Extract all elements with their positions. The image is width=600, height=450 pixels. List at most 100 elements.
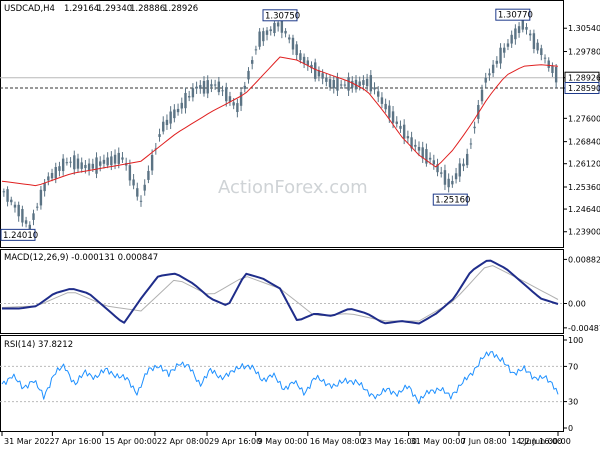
- rsi-title: RSI(14) 37.8212: [4, 340, 73, 350]
- time-tick-label: 14 Jun 16:00: [511, 437, 562, 446]
- candle-body: [239, 92, 243, 106]
- candle-body: [288, 37, 291, 40]
- candle-body: [210, 84, 213, 87]
- time-tick-label: 22 Jun 00:00: [520, 437, 571, 446]
- symbol-label: USDCAD,H4: [4, 4, 55, 14]
- candle-body: [173, 109, 176, 119]
- candle-body: [121, 157, 124, 160]
- candle-body: [451, 180, 454, 185]
- candle-body: [225, 87, 228, 102]
- candle-body: [432, 160, 436, 165]
- candle-body: [421, 147, 424, 159]
- price-tick-label: 1.28590: [568, 84, 600, 93]
- time-tick-label: 31 May 00:00: [411, 437, 466, 446]
- candle-body: [280, 18, 284, 33]
- candle-body: [10, 199, 13, 203]
- candle-body: [17, 204, 20, 217]
- candle-body: [369, 75, 373, 92]
- candle-body: [76, 158, 80, 169]
- time-tick-label: 16 May 08:00: [310, 437, 365, 446]
- time-axis: 31 Mar 2022 7 Apr 16:00 15 Apr 00:00 22 Apr…: [1, 432, 571, 446]
- candle-body: [391, 111, 395, 123]
- price-tick-label: 1.23900: [568, 228, 600, 237]
- price-tick-label: 1.28926: [568, 74, 600, 83]
- candle-body: [488, 73, 491, 76]
- candle-body: [351, 80, 354, 88]
- candle-body: [410, 137, 413, 149]
- candle-body: [43, 183, 46, 192]
- candle-body: [332, 79, 335, 89]
- candle-body: [506, 43, 510, 47]
- candle-body: [428, 157, 432, 160]
- macd-panel: MACD(12,26,9) -0.000131 0.000847 0.00882…: [0, 249, 600, 334]
- candle-body: [206, 80, 209, 94]
- rsi-panel: RSI(14) 37.8212 100 70 30 0: [0, 335, 583, 433]
- candle-body: [213, 84, 217, 86]
- candle-body: [36, 206, 39, 208]
- watermark: ActionForex.com: [218, 177, 368, 198]
- candle-body: [328, 79, 332, 88]
- price-annotation-label: 1.24010: [3, 231, 38, 241]
- candle-body: [532, 33, 536, 49]
- candle-body: [228, 96, 232, 102]
- candle-body: [21, 209, 24, 223]
- ohlc-open: 1.29164: [64, 4, 99, 14]
- candle-body: [54, 167, 57, 179]
- candle-body: [417, 146, 421, 151]
- candle-body: [128, 165, 132, 181]
- candle-body: [510, 34, 513, 44]
- price-tick-label: 1.30540: [568, 24, 600, 33]
- candle-body: [65, 162, 69, 164]
- candle-body: [317, 70, 321, 77]
- macd-title: MACD(12,26,9) -0.000131 0.000847: [4, 253, 158, 263]
- time-tick-label: 15 Apr 00:00: [105, 437, 157, 446]
- time-tick-label: 7 Jun 08:00: [461, 437, 507, 446]
- candle-body: [295, 44, 298, 56]
- candle-body: [73, 155, 76, 170]
- macd-tick-label: 0.00: [568, 300, 586, 309]
- candle-body: [113, 154, 117, 164]
- candle-body: [384, 103, 387, 110]
- candle-body: [529, 33, 532, 36]
- price-tick-label: 1.26840: [568, 138, 600, 147]
- candle-body: [547, 60, 550, 68]
- rsi-tick-label: 30: [568, 398, 578, 407]
- candle-body: [477, 104, 480, 119]
- candle-body: [525, 26, 528, 30]
- level-price-box: [564, 81, 600, 94]
- candle-body: [310, 64, 313, 69]
- price-tick-label: 1.29780: [568, 48, 600, 57]
- price-annotations: 1.24010 1.30750 1.25160 1.30770: [0, 8, 533, 241]
- candle-body: [143, 184, 146, 191]
- macd-tick-label: 0.00882: [568, 255, 600, 264]
- candle-body: [6, 189, 9, 202]
- candle-body: [150, 154, 154, 171]
- time-tick-label: 23 May 16:00: [362, 437, 417, 446]
- moving-average-line: [1, 56, 559, 187]
- candle-body: [284, 30, 287, 34]
- candle-body: [180, 102, 183, 109]
- candle-body: [458, 163, 461, 177]
- candle-body: [147, 170, 150, 180]
- candle-body: [69, 161, 72, 163]
- candle-body: [87, 163, 91, 171]
- candle-body: [395, 121, 398, 124]
- price-tick-label: 1.27600: [568, 114, 600, 123]
- rsi-line: [1, 351, 559, 405]
- candle-body: [269, 29, 272, 32]
- candle-body: [273, 22, 276, 34]
- time-tick-label: 7 Apr 16:00: [54, 437, 101, 446]
- candle-body: [302, 56, 306, 64]
- candle-body: [61, 158, 65, 172]
- time-tick-label: 29 Apr 16:00: [209, 437, 261, 446]
- price-tick-label: 1.26120: [568, 160, 600, 169]
- candle-body: [473, 126, 476, 129]
- candle-body: [202, 81, 206, 94]
- candle-body: [28, 224, 31, 231]
- candle-body: [554, 66, 558, 83]
- price-annotation-label: 1.25160: [435, 196, 470, 206]
- candle-body: [521, 19, 524, 30]
- candle-body: [447, 178, 450, 188]
- price-level-lines: [0, 77, 563, 89]
